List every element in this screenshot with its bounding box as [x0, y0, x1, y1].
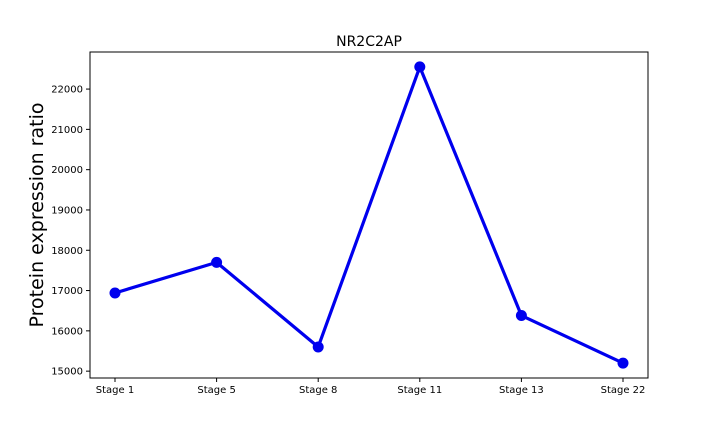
data-point: [312, 341, 324, 353]
y-tick-label: 16000: [51, 326, 83, 337]
x-axis-ticks: Stage 1 Stage 5 Stage 8 Stage 11 Stage 13 Sta…: [96, 378, 646, 396]
y-tick-label: 18000: [51, 246, 83, 257]
x-tick-label: Stage 8: [299, 385, 337, 396]
y-tick-label: 21000: [51, 125, 83, 136]
chart-title: NR2C2AP: [336, 34, 402, 50]
plot-area-frame: [89, 51, 649, 379]
y-axis-label: Protein expression ratio: [26, 103, 48, 328]
y-tick-label: 19000: [51, 205, 83, 216]
y-tick-label: 15000: [51, 367, 83, 378]
y-tick-label: 17000: [51, 286, 83, 297]
y-tick-label: 20000: [51, 165, 83, 176]
x-tick-label: Stage 1: [96, 385, 134, 396]
series-line: [114, 65, 624, 365]
data-point: [515, 310, 527, 322]
data-point: [109, 287, 121, 299]
x-tick-label: Stage 5: [197, 385, 235, 396]
y-axis-ticks: 15000 16000 17000 18000 19000 20000 21000 22000: [51, 85, 90, 378]
x-tick-label: Stage 13: [499, 385, 544, 396]
data-point: [414, 61, 426, 73]
x-tick-label: Stage 11: [397, 385, 442, 396]
y-tick-label: 22000: [51, 85, 83, 96]
series-markers: [109, 61, 629, 369]
x-tick-label: Stage 22: [601, 385, 646, 396]
data-point: [617, 357, 629, 369]
data-point: [211, 256, 223, 268]
